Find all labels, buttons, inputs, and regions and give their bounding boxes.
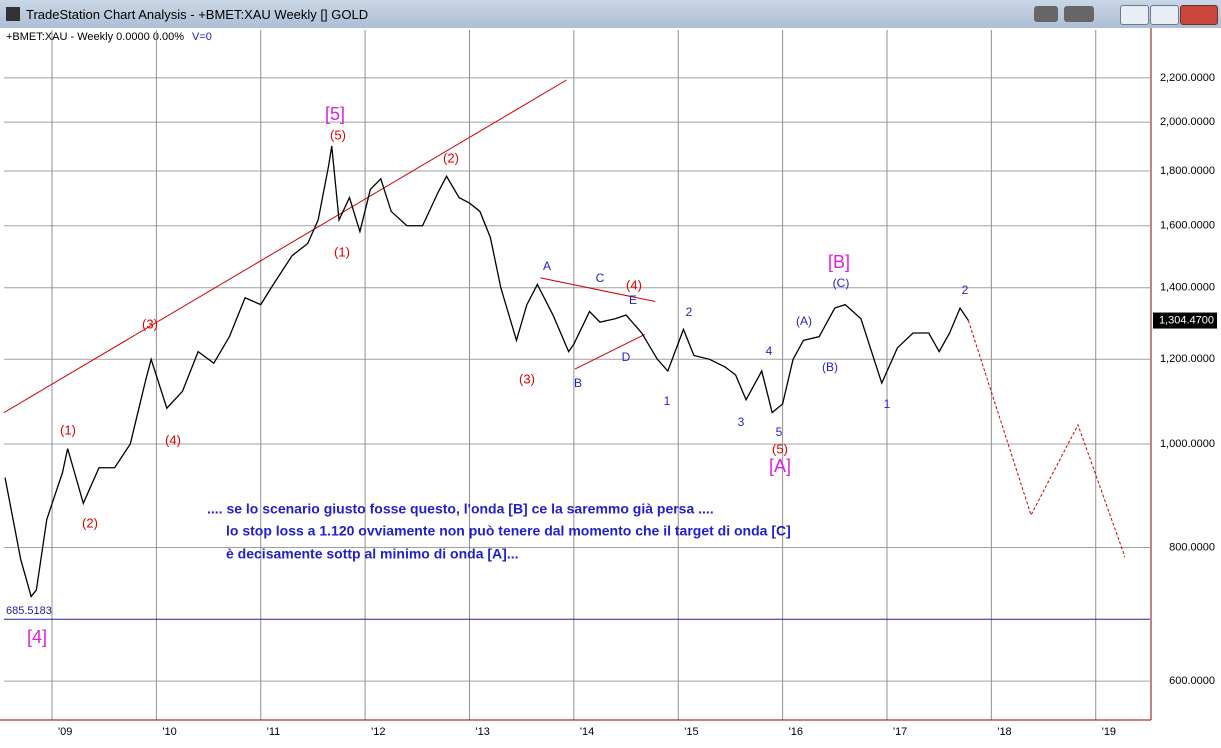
- x-tick-label: '16: [789, 726, 803, 738]
- wave-label: B: [574, 376, 582, 390]
- chart-bg: [0, 28, 1221, 748]
- volume-info: V=0: [192, 31, 212, 43]
- y-tick-label: 1,600.0000: [1160, 220, 1215, 232]
- x-tick-label: '19: [1102, 726, 1116, 738]
- symbol-button[interactable]: [1034, 6, 1058, 22]
- low-label: 685.5183: [6, 605, 52, 617]
- x-tick-label: '17: [893, 726, 907, 738]
- wave-label: (2): [443, 150, 459, 165]
- wave-label: (C): [833, 276, 850, 290]
- wave-label: (B): [822, 360, 838, 374]
- trendline: [540, 277, 656, 303]
- y-tick-label: 1,000.0000: [1160, 438, 1215, 450]
- wave-label: (2): [82, 515, 98, 530]
- app-icon: [6, 7, 20, 21]
- wave-label: A: [543, 259, 551, 273]
- x-tick-label: '09: [58, 726, 72, 738]
- x-tick-label: '14: [580, 726, 594, 738]
- projection-line: [967, 320, 1126, 558]
- y-tick-label: 2,200.0000: [1160, 72, 1215, 84]
- y-tick-label: 800.0000: [1169, 541, 1215, 553]
- comment-line: lo stop loss a 1.120 ovviamente non può …: [226, 523, 791, 539]
- trendline: [574, 333, 646, 370]
- window-title: TradeStation Chart Analysis - +BMET:XAU …: [26, 7, 369, 22]
- close-button[interactable]: [1180, 5, 1218, 25]
- minimize-button[interactable]: [1120, 5, 1149, 25]
- wave-label: 1: [884, 397, 891, 411]
- wave-label: D: [622, 350, 631, 364]
- wave-label: (4): [165, 432, 181, 447]
- wave-label: [A]: [769, 456, 791, 476]
- comment-line: .... se lo scenario giusto fosse questo,…: [207, 501, 714, 517]
- symbol-info: +BMET:XAU - Weekly 0.0000 0.00%: [6, 31, 184, 43]
- comment-line: è decisamente sottp al minimo di onda [A…: [226, 546, 519, 562]
- last-price-label: 1,304.4700: [1159, 314, 1214, 326]
- wave-label: C: [596, 271, 605, 285]
- wave-label: (A): [796, 314, 812, 328]
- x-tick-label: '13: [475, 726, 489, 738]
- y-tick-label: 600.0000: [1169, 675, 1215, 687]
- wave-label: 3: [738, 415, 745, 429]
- wave-label: 4: [766, 344, 773, 358]
- last-price-box: [1153, 312, 1217, 329]
- x-tick-label: '15: [684, 726, 698, 738]
- maximize-button[interactable]: [1150, 5, 1179, 25]
- price-line: [4, 145, 969, 598]
- link-button[interactable]: [1064, 6, 1094, 22]
- wave-label: [4]: [27, 627, 47, 647]
- y-tick-label: 1,400.0000: [1160, 282, 1215, 294]
- wave-label: 5: [776, 425, 783, 439]
- wave-label: (4): [626, 277, 642, 292]
- x-tick-label: '12: [371, 726, 385, 738]
- wave-label: (5): [772, 441, 788, 456]
- y-tick-label: 1,800.0000: [1160, 165, 1215, 177]
- y-tick-label: 2,000.0000: [1160, 116, 1215, 128]
- wave-label: (1): [60, 422, 76, 437]
- wave-label: (5): [330, 127, 346, 142]
- x-tick-label: '18: [997, 726, 1011, 738]
- trendline: [3, 79, 567, 413]
- x-tick-label: '11: [267, 726, 281, 738]
- wave-label: (1): [334, 244, 350, 259]
- wave-label: (3): [142, 316, 158, 331]
- wave-label: E: [629, 293, 637, 307]
- wave-label: 1: [664, 394, 671, 408]
- title-bar: TradeStation Chart Analysis - +BMET:XAU …: [0, 0, 1221, 28]
- wave-label: [5]: [325, 104, 345, 124]
- wave-label: [B]: [828, 252, 850, 272]
- x-tick-label: '10: [162, 726, 176, 738]
- chart: +BMET:XAU - Weekly 0.0000 0.00% V=0 685.…: [0, 28, 1221, 748]
- y-tick-label: 1,200.0000: [1160, 353, 1215, 365]
- wave-label: 2: [962, 283, 969, 297]
- wave-label: (3): [519, 371, 535, 386]
- wave-label: 2: [686, 305, 693, 319]
